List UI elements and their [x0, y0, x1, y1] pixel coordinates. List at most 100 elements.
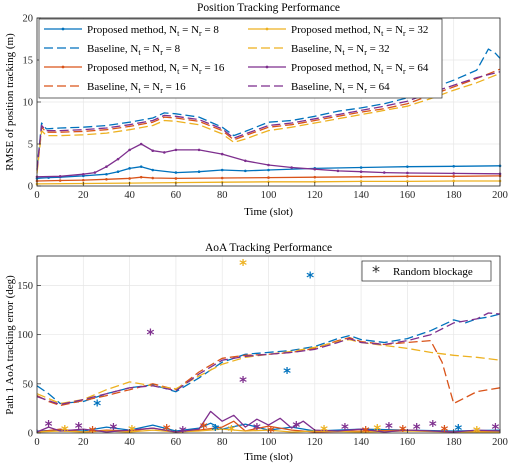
blockage-marker: *	[292, 418, 300, 436]
blockage-marker: *	[413, 420, 421, 438]
blockage-marker: *	[45, 417, 53, 435]
series-point	[359, 180, 363, 183]
series-line	[36, 72, 501, 174]
series-point	[163, 151, 166, 154]
legend-swatch-dot	[265, 27, 269, 31]
legend-swatch-dot	[61, 65, 65, 69]
legend-label-blockage: Random blockage	[393, 266, 473, 278]
series-point	[220, 152, 224, 156]
legend-box	[361, 260, 492, 282]
x-tick-label: 140	[353, 190, 369, 201]
x-tick-label: 160	[400, 190, 416, 201]
series-line	[36, 420, 501, 433]
chart-title: AoA Tracking Performance	[205, 242, 332, 254]
series-point	[313, 167, 317, 171]
blockage-marker: *	[109, 420, 117, 438]
blockage-marker: *	[128, 422, 136, 440]
blockage-marker: *	[239, 256, 247, 274]
legend-entry-label: Proposed method, Nt = Nr = 32	[291, 24, 428, 38]
blockage-marker: *	[228, 422, 236, 440]
x-tick-label: 100	[261, 190, 277, 201]
blockage-marker: *	[93, 396, 101, 414]
legend-entry-label: Baseline, Nt = Nr = 8	[87, 43, 181, 57]
series-point	[174, 177, 178, 180]
series-line	[36, 71, 501, 171]
series-point	[220, 168, 224, 172]
series-point	[406, 165, 409, 168]
blockage-marker: *	[454, 421, 462, 439]
y-tick-label: 150	[17, 281, 33, 292]
blockage-marker: *	[147, 326, 155, 344]
x-tick-label: 60	[171, 437, 182, 448]
x-tick-label: 40	[124, 190, 135, 201]
series-point	[151, 168, 155, 172]
series-point	[452, 172, 456, 175]
x-tick-label: 80	[217, 190, 228, 201]
x-tick-label: 0	[34, 190, 39, 201]
legend-swatch-dot	[265, 65, 269, 69]
series-point	[313, 180, 317, 184]
series-point	[290, 166, 293, 169]
blockage-marker: *	[283, 364, 291, 382]
blockage-marker: *	[267, 423, 275, 441]
series-point	[220, 176, 224, 180]
x-tick-label: 180	[446, 437, 462, 448]
y-tick-label: 100	[17, 330, 33, 341]
series-point	[313, 175, 317, 179]
x-tick-label: 40	[124, 437, 135, 448]
series-line	[36, 48, 501, 170]
series-point	[174, 171, 178, 174]
series-point	[267, 180, 270, 184]
blockage-marker: *	[491, 420, 499, 438]
blockage-marker: *	[306, 269, 314, 287]
series-point	[267, 168, 270, 172]
x-axis-label: Time (slot)	[244, 451, 293, 463]
legend-entry-label: Baseline, Nt = Nr = 64	[291, 81, 390, 95]
x-tick-label: 0	[34, 437, 39, 448]
blockage-marker: *	[89, 423, 97, 441]
blockage-marker: *	[179, 423, 187, 441]
blockage-marker: *	[163, 421, 171, 439]
series-point	[452, 179, 456, 183]
blockage-marker: *	[362, 423, 370, 441]
series-point	[58, 179, 62, 182]
chart-title: Position Tracking Performance	[197, 2, 340, 14]
series-point	[267, 163, 270, 167]
aoa-tracking-chart: * * * * * * * * * * * * * * * * * * * * * * * * * * * * * * * * 0 20 40 60…	[4, 242, 508, 463]
y-axis-label: Path 1 AoA tracking error (deg)	[4, 275, 16, 415]
blockage-marker: *	[473, 423, 481, 441]
blockage-marker: *	[61, 422, 69, 440]
series-point	[197, 148, 201, 152]
series-point	[452, 164, 456, 168]
legend: * Random blockage	[361, 260, 492, 282]
x-tick-label: 140	[353, 437, 369, 448]
legend-swatch-dot	[61, 27, 65, 31]
series-point	[105, 177, 108, 181]
x-tick-label: 60	[171, 190, 182, 201]
blockage-marker: *	[441, 422, 449, 440]
legend-entry-label: Proposed method, Nt = Nr = 16	[87, 62, 225, 76]
y-tick-label: 0	[28, 182, 33, 193]
position-tracking-chart: 0 20 40 60 80 100 120 140 160 180 200 0 5 10 15 20 Posi…	[4, 2, 508, 218]
x-tick-label: 20	[78, 437, 89, 448]
blockage-marker: *	[385, 419, 393, 437]
x-tick-label: 180	[446, 190, 462, 201]
series-point	[58, 175, 62, 178]
series-point	[406, 175, 409, 178]
y-tick-label: 50	[23, 379, 34, 390]
legend-entry-label: Baseline, Nt = Nr = 32	[291, 43, 390, 57]
series-line	[36, 68, 501, 171]
series-point	[267, 176, 270, 179]
series-point	[406, 180, 409, 183]
series-point	[452, 175, 456, 178]
blockage-marker: *	[239, 373, 247, 391]
series-point	[359, 175, 363, 179]
series-point	[139, 175, 143, 179]
blockage-markers: * * * * * * * * * * * * * * * * * * * * * * * * * * * * * * * *	[45, 256, 500, 441]
series-point	[116, 157, 120, 161]
series-line	[36, 313, 501, 405]
series-point	[359, 170, 363, 174]
x-tick-label: 120	[307, 437, 323, 448]
blockage-marker: *	[200, 419, 208, 437]
series-point	[197, 170, 201, 174]
